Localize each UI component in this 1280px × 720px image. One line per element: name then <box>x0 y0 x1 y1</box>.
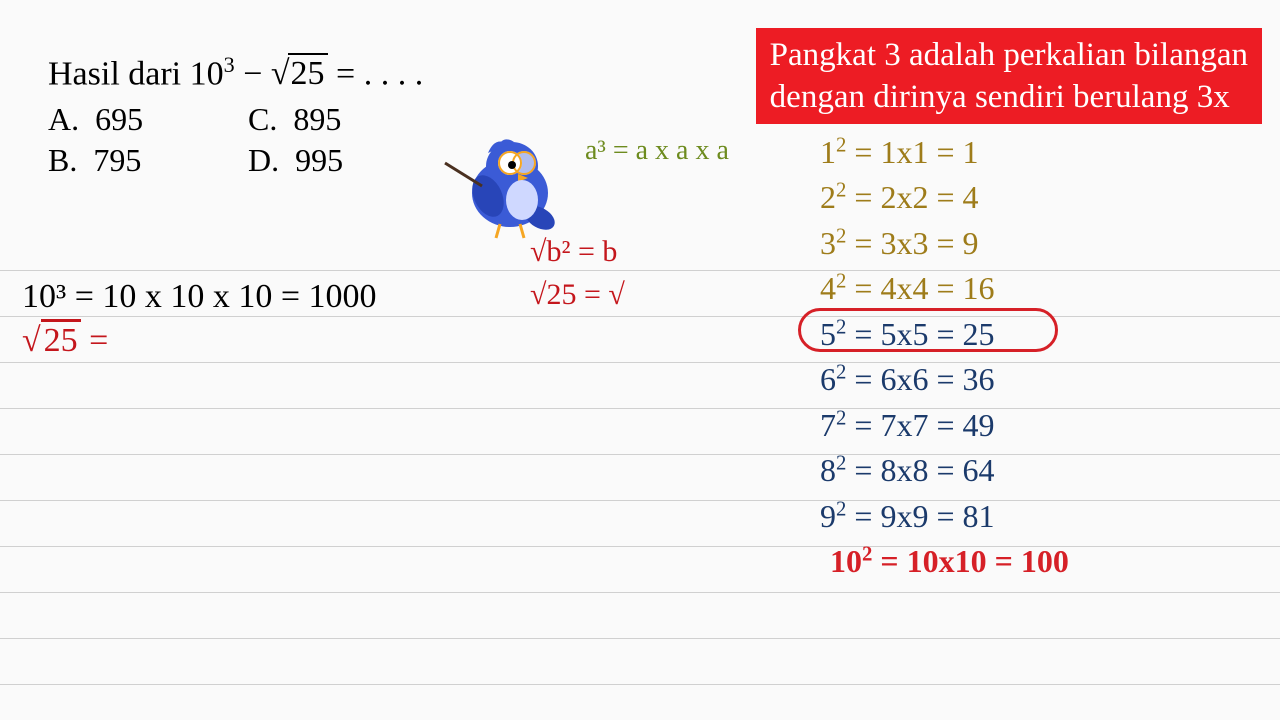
square-row-5: 52 = 5x5 = 25 <box>820 312 1069 357</box>
square-row-1: 12 = 1x1 = 1 <box>820 130 1069 175</box>
explanation-banner: Pangkat 3 adalah perkalian bilangan deng… <box>756 28 1262 124</box>
square-row-4: 42 = 4x4 = 16 <box>820 266 1069 311</box>
option-c: C. 895 <box>248 101 448 138</box>
mascot-bird-icon <box>440 118 570 248</box>
banner-line2: dengan dirinya sendiri berulang 3x <box>770 76 1248 118</box>
square-row-7: 72 = 7x7 = 49 <box>820 403 1069 448</box>
banner-line1: Pangkat 3 adalah perkalian bilangan <box>770 34 1248 76</box>
option-a: A. 695 <box>48 101 248 138</box>
question-expression: Hasil dari 103 − 25 = . . . . <box>48 52 448 93</box>
square-row-2: 22 = 2x2 = 4 <box>820 175 1069 220</box>
square-row-3: 32 = 3x3 = 9 <box>820 221 1069 266</box>
square-row-9: 92 = 9x9 = 81 <box>820 494 1069 539</box>
sqrt25-partial: √25 = √ <box>530 278 625 312</box>
sqrt-identity: √b² = b <box>530 235 617 269</box>
work-cube-expansion: 10³ = 10 x 10 x 10 = 1000 <box>22 278 377 316</box>
question-block: Hasil dari 103 − 25 = . . . . A. 695 C. … <box>48 52 448 179</box>
square-row-8: 82 = 8x8 = 64 <box>820 448 1069 493</box>
square-row-10: 102 = 10x10 = 100 <box>830 539 1069 584</box>
answer-options: A. 695 C. 895 B. 795 D. 995 <box>48 101 448 179</box>
option-b: B. 795 <box>48 142 248 179</box>
square-row-6: 62 = 6x6 = 36 <box>820 357 1069 402</box>
cube-formula: a³ = a x a x a <box>585 135 729 167</box>
work-sqrt25: √25 = <box>22 322 108 360</box>
question-prefix: Hasil dari <box>48 55 190 92</box>
option-d: D. 995 <box>248 142 448 179</box>
squares-table: 12 = 1x1 = 122 = 2x2 = 432 = 3x3 = 942 =… <box>820 130 1069 584</box>
